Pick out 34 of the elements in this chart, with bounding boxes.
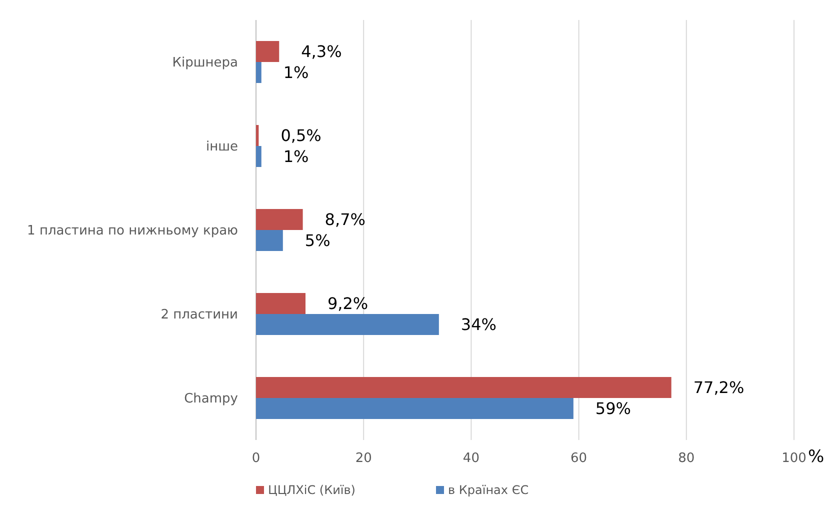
data-label: 77,2% [693,378,744,398]
data-label: 1% [283,147,309,166]
y-tick-label: Кіршнера [172,56,238,71]
data-label: 4,3% [301,42,342,62]
data-label: 1% [283,63,309,82]
y-tick-label: 1 пластина по нижньому краю [27,224,238,239]
bar [256,209,303,230]
x-tick-label: 60 [570,451,588,466]
data-label: 0,5% [280,126,322,146]
y-tick-label: інше [206,140,238,155]
bar [256,293,306,314]
x-tick-label: 0 [252,451,260,466]
legend-label: ЦЦЛХіС (Київ) [268,483,356,498]
y-tick-label: Champy [184,392,238,407]
x-tick-label: 80 [678,451,695,466]
bar [256,62,262,83]
bar [256,314,439,335]
x-tick-label: 100 [782,451,806,466]
y-tick-label: 2 пластини [160,308,238,323]
bar [256,230,283,251]
bar [256,398,574,419]
x-tick-label: 20 [355,451,372,466]
x-tick-label: 40 [462,451,480,466]
data-label: 8,7% [324,210,366,230]
bar [256,125,259,146]
legend-label: в Країнах ЄС [448,483,529,498]
bar [256,377,672,398]
data-label: 34% [460,315,496,334]
x-axis-title: % [808,447,824,467]
bar [256,146,262,167]
data-label: 59% [595,399,631,418]
data-label: 9,2% [327,294,368,314]
data-label: 5% [304,231,330,250]
bar [256,41,280,62]
